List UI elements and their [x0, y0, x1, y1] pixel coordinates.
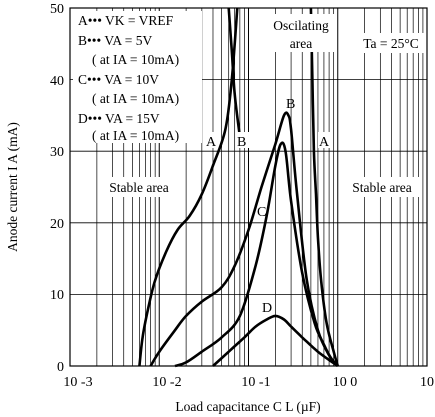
x-tick-label: 10 0 — [333, 375, 358, 390]
legend: A••• VK = VREF B••• VA = 5V ( at IA = 10… — [73, 11, 202, 143]
oscillating-area-label: Oscilating — [273, 18, 329, 33]
legend-line: D••• VA = 15V — [78, 111, 160, 126]
legend-line: A••• VK = VREF — [78, 13, 174, 28]
curve-label-a-left: A — [206, 135, 217, 150]
curve-label-b: B — [286, 97, 295, 112]
stable-area-right-label: Stable area — [352, 180, 412, 195]
legend-line: B••• VA = 5V — [78, 33, 152, 48]
series-line-a-2 — [309, 7, 340, 367]
stable-area-left-background — [98, 177, 180, 197]
oscillating-label-background — [266, 14, 336, 52]
series-line-b-1 — [227, 7, 242, 138]
legend-background — [73, 11, 202, 143]
x-tick-label: 10 -2 — [152, 375, 181, 390]
y-axis-label: Anode current I A (mA) — [5, 122, 20, 252]
x-tick-label: 10 — [420, 375, 434, 390]
y-tick-label: 10 — [50, 288, 64, 303]
stable-area-right-background — [342, 177, 422, 197]
curve-label-a-right: A — [319, 135, 330, 150]
y-tick-label: 30 — [50, 145, 64, 160]
curves — [138, 7, 340, 368]
y-tick-label: 20 — [50, 217, 64, 232]
series-line-a-0 — [138, 7, 239, 367]
oscillating-area-label: area — [290, 36, 312, 51]
series-line-b-3 — [149, 111, 339, 367]
x-tick-label: 10 -3 — [63, 375, 92, 390]
series-line-d-5 — [212, 314, 339, 368]
y-tick-label: 50 — [50, 2, 64, 17]
curve-label-d: D — [262, 301, 272, 316]
curve-label-c: C — [257, 205, 266, 220]
legend-line: ( at IA = 10mA) — [92, 52, 179, 67]
curve-label-b-left: B — [237, 135, 246, 150]
y-tick-label: 40 — [50, 74, 64, 89]
legend-line: ( at IA = 10mA) — [92, 128, 179, 143]
annotations: Oscilating area Ta = 25°C Stable area St… — [98, 14, 424, 197]
x-tick-label: 10 -1 — [241, 375, 270, 390]
y-tick-label: 0 — [57, 360, 64, 375]
x-tick-labels: 10 -3 10 -2 10 -1 10 0 10 — [63, 375, 434, 390]
legend-line: ( at IA = 10mA) — [92, 91, 179, 106]
curve-labels: A B A B C D — [205, 97, 332, 316]
series-line-c-4 — [174, 141, 339, 368]
plot-frame — [69, 7, 428, 367]
temperature-label-background — [358, 33, 424, 53]
legend-line: C••• VA = 10V — [78, 72, 159, 87]
stable-area-left-label: Stable area — [109, 180, 169, 195]
y-tick-labels: 0 10 20 30 40 50 — [50, 2, 64, 375]
x-axis-label: Load capacitance C L (µF) — [175, 399, 320, 414]
temperature-label: Ta = 25°C — [363, 36, 419, 51]
